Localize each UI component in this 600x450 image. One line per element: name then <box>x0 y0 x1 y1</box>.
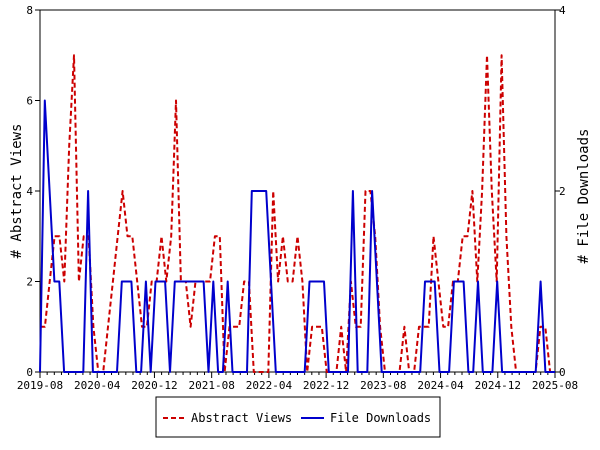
y-right-tick-label: 0 <box>559 366 566 379</box>
y-left-tick-label: 8 <box>26 4 33 17</box>
y-left-tick-label: 2 <box>26 276 33 289</box>
legend-label-abstract-views: Abstract Views <box>191 411 292 425</box>
y-right-tick-label: 4 <box>559 4 566 17</box>
y-right-axis-title: # File Downloads <box>576 129 592 264</box>
plot-frame <box>39 9 556 373</box>
legend-label-file-downloads: File Downloads <box>330 411 431 425</box>
x-tick-label: 2020-12 <box>131 379 177 392</box>
y-left-tick-label: 4 <box>26 185 33 198</box>
x-tick-label: 2021-08 <box>188 379 234 392</box>
y-left-axis-title: # Abstract Views <box>9 124 25 259</box>
axes: 0 2 4 6 8 0 2 4 2019-08 2020-04 2020-12 2021-08 2022… <box>17 4 578 392</box>
series-line-file-downloads <box>39 99 555 373</box>
x-tick-label: 2022-12 <box>303 379 349 392</box>
x-tick-label: 2019-08 <box>17 379 63 392</box>
series-layer <box>39 54 555 373</box>
x-tick-label: 2024-04 <box>417 379 464 392</box>
x-tick-label: 2025-08 <box>532 379 578 392</box>
y-right-tick-label: 2 <box>559 185 566 198</box>
x-tick-label: 2024-12 <box>475 379 521 392</box>
x-tick-label: 2022-04 <box>246 379 293 392</box>
y-left-tick-label: 6 <box>26 95 33 108</box>
x-tick-label: 2020-04 <box>74 379 121 392</box>
y-left-tick-label: 0 <box>26 366 33 379</box>
legend: Abstract Views File Downloads <box>155 396 441 438</box>
x-tick-label: 2023-08 <box>360 379 406 392</box>
legend-box <box>155 396 441 438</box>
series-line-abstract-views <box>40 54 555 373</box>
